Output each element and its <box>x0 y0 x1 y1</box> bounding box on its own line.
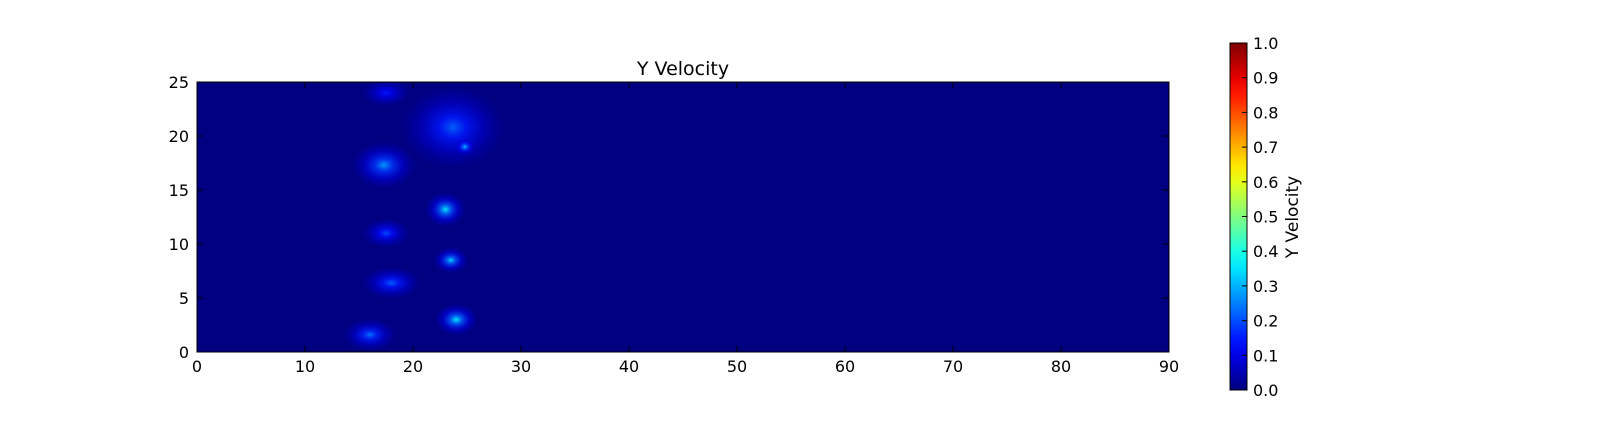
colorbar-tick-label: 0.0 <box>1253 381 1278 400</box>
plot-area <box>196 81 1170 353</box>
x-tick-label: 30 <box>511 357 531 376</box>
x-tick-label: 40 <box>619 357 639 376</box>
colorbar-tick-label: 1.0 <box>1253 34 1278 53</box>
colorbar-tick-label: 0.4 <box>1253 242 1278 261</box>
colorbar-tick-label: 0.2 <box>1253 312 1278 331</box>
x-tick-label: 90 <box>1159 357 1179 376</box>
velocity-feature <box>433 302 479 337</box>
plot-frame <box>196 81 1170 353</box>
y-tick-label: 15 <box>169 181 189 200</box>
y-tick-label: 25 <box>169 73 189 92</box>
colorbar-tick-label: 0.8 <box>1253 103 1278 122</box>
y-axis: 0 5 10 15 20 25 <box>169 73 1169 362</box>
colorbar-label: Y Velocity <box>1283 176 1303 259</box>
velocity-feature <box>361 266 422 300</box>
y-tick-label: 0 <box>179 343 189 362</box>
colorbar-tick-label: 0.7 <box>1253 138 1278 157</box>
x-tick-label: 80 <box>1051 357 1071 376</box>
colorbar-tick-label: 0.3 <box>1253 277 1278 296</box>
velocity-feature <box>432 246 469 274</box>
y-tick-label: 10 <box>169 235 189 254</box>
velocity-feature <box>424 191 467 228</box>
y-tick-label: 5 <box>179 289 189 308</box>
velocity-feature <box>342 318 398 352</box>
x-tick-label: 10 <box>295 357 315 376</box>
x-tick-label: 60 <box>835 357 855 376</box>
x-tick-label: 50 <box>727 357 747 376</box>
colorbar: 0.0 0.1 0.2 0.3 0.4 0.5 0.6 0.7 0.8 0.9 1.0 <box>1229 34 1278 400</box>
velocity-feature <box>361 82 411 107</box>
velocity-feature <box>361 218 411 249</box>
x-axis: 0 10 20 30 40 50 60 70 80 90 <box>192 82 1179 376</box>
x-tick-label: 0 <box>192 357 202 376</box>
colorbar-tick-label: 0.1 <box>1253 346 1278 365</box>
velocity-feature <box>350 140 418 190</box>
colorbar-tick-label: 0.6 <box>1253 173 1278 192</box>
velocity-feature <box>400 85 506 170</box>
colorbar-tick-label: 0.5 <box>1253 208 1278 227</box>
heatmap-background <box>197 82 1169 352</box>
chart-title: Y Velocity <box>636 58 729 80</box>
velocity-feature <box>454 137 476 156</box>
x-tick-label: 70 <box>943 357 963 376</box>
colorbar-tick-label: 0.9 <box>1253 69 1278 88</box>
y-tick-label: 20 <box>169 127 189 146</box>
x-tick-label: 20 <box>403 357 423 376</box>
